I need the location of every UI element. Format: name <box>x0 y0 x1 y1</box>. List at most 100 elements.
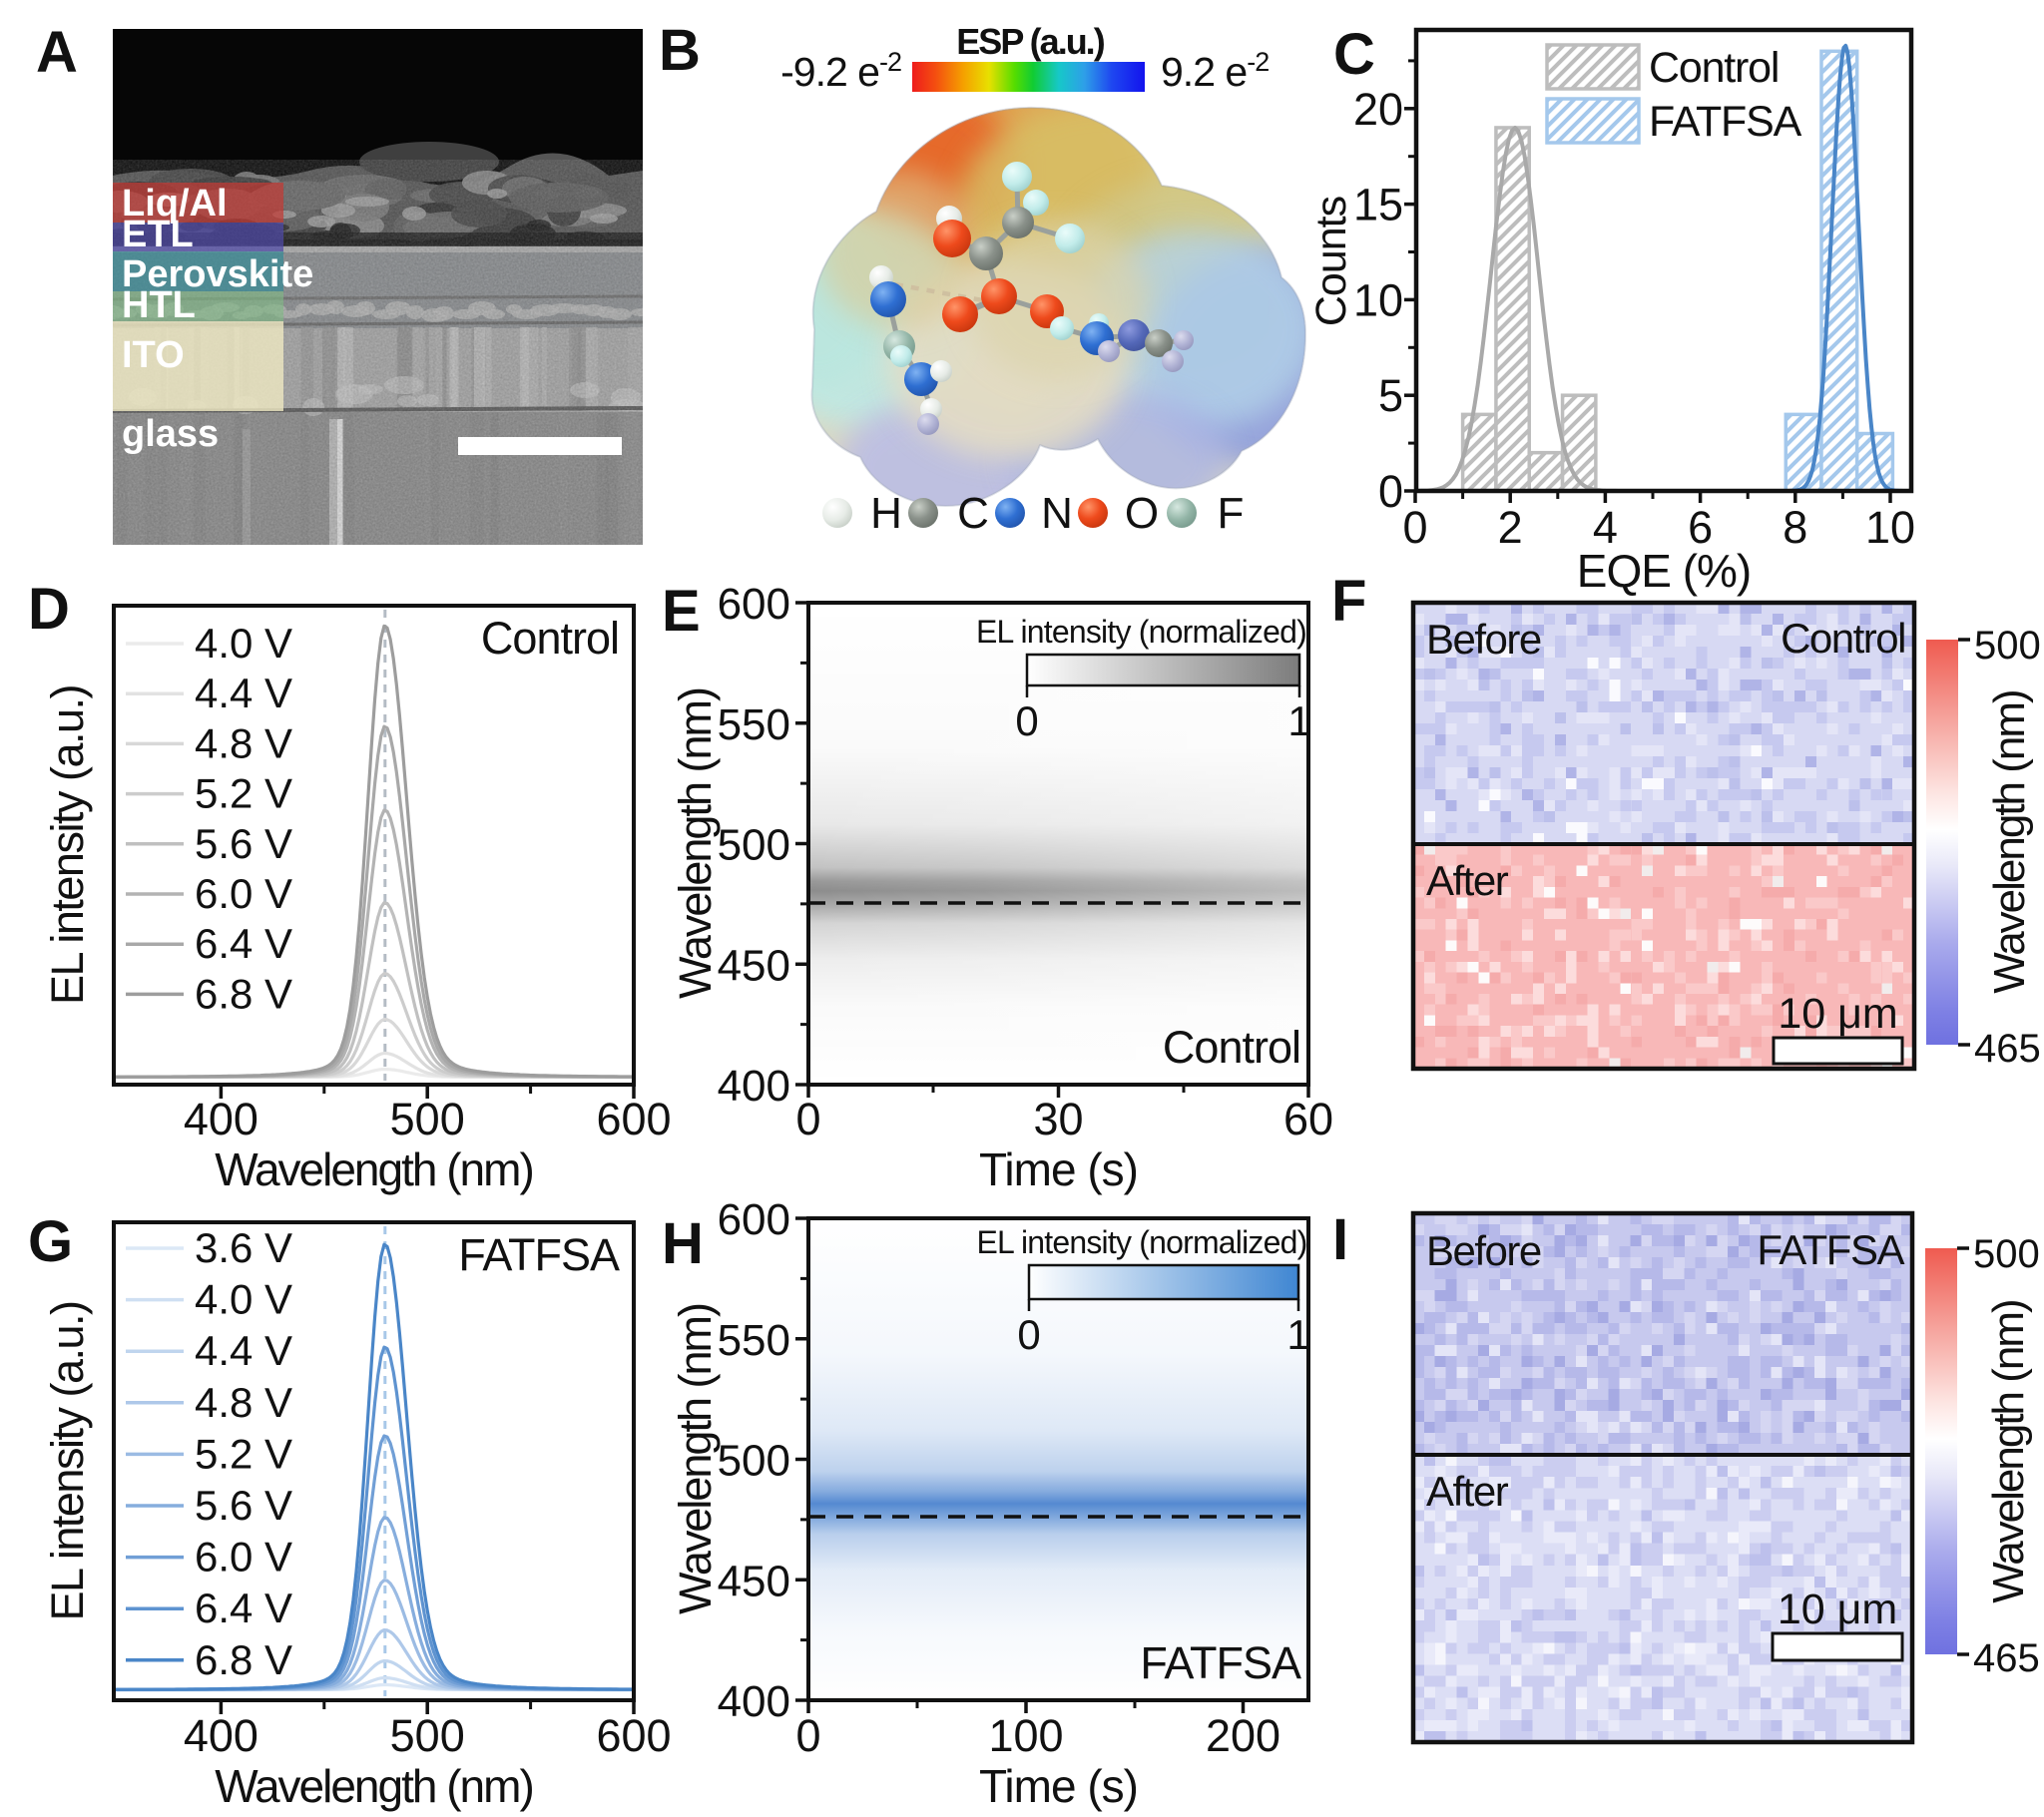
svg-text:H: H <box>870 489 902 538</box>
svg-text:200: 200 <box>1206 1710 1280 1761</box>
svg-text:EL intensity (normalized): EL intensity (normalized) <box>977 1224 1307 1260</box>
svg-text:Wavelength (nm): Wavelength (nm) <box>215 1760 533 1812</box>
svg-text:400: 400 <box>184 1094 258 1144</box>
svg-text:6.8 V: 6.8 V <box>195 970 292 1017</box>
svg-text:5.2 V: 5.2 V <box>195 1430 292 1477</box>
svg-text:4.0 V: 4.0 V <box>195 1276 292 1323</box>
svg-text:Control: Control <box>1163 1022 1300 1073</box>
svg-text:4.8 V: 4.8 V <box>195 719 292 766</box>
svg-text:500: 500 <box>390 1094 465 1144</box>
svg-text:5: 5 <box>1378 370 1403 421</box>
svg-text:6.4 V: 6.4 V <box>195 920 292 967</box>
svg-text:600: 600 <box>596 1094 671 1144</box>
svg-text:400: 400 <box>718 1677 790 1726</box>
svg-text:2: 2 <box>1498 502 1523 553</box>
svg-text:600: 600 <box>718 1195 790 1244</box>
svg-text:Control: Control <box>1649 44 1779 92</box>
svg-text:600: 600 <box>718 580 790 629</box>
svg-text:4.4 V: 4.4 V <box>195 1327 292 1374</box>
svg-text:5.2 V: 5.2 V <box>195 770 292 817</box>
svg-text:Wavelength (nm): Wavelength (nm) <box>670 688 721 999</box>
svg-text:N: N <box>1041 489 1073 538</box>
svg-text:0: 0 <box>1015 697 1038 744</box>
svg-text:EL intensity (a.u.): EL intensity (a.u.) <box>42 1302 93 1621</box>
svg-text:F: F <box>1218 489 1245 538</box>
svg-text:Wavelength (nm): Wavelength (nm) <box>1984 1300 2033 1602</box>
svg-text:0: 0 <box>795 1710 820 1761</box>
svg-text:10: 10 <box>1353 274 1403 325</box>
svg-text:4: 4 <box>1593 502 1618 553</box>
svg-text:Perovskite: Perovskite <box>122 253 313 295</box>
svg-text:Liq/Al: Liq/Al <box>122 183 228 225</box>
svg-text:500: 500 <box>390 1710 465 1761</box>
svg-text:6.0 V: 6.0 V <box>195 1534 292 1581</box>
svg-text:H: H <box>662 1211 704 1276</box>
svg-text:A: A <box>36 20 78 85</box>
svg-text:EQE (%): EQE (%) <box>1577 545 1751 597</box>
svg-text:G: G <box>28 1209 73 1274</box>
svg-text:After: After <box>1426 857 1509 904</box>
svg-text:glass: glass <box>122 413 219 455</box>
svg-text:500: 500 <box>1973 1232 2040 1276</box>
svg-text:1: 1 <box>1286 1311 1309 1358</box>
svg-text:5.6 V: 5.6 V <box>195 820 292 867</box>
svg-text:450: 450 <box>718 941 790 990</box>
svg-text:C: C <box>957 489 989 538</box>
svg-text:500: 500 <box>718 1437 790 1486</box>
svg-text:6.4 V: 6.4 V <box>195 1585 292 1631</box>
svg-text:4.0 V: 4.0 V <box>195 620 292 667</box>
svg-text:C: C <box>1333 22 1375 87</box>
svg-text:Wavelength (nm): Wavelength (nm) <box>215 1143 533 1195</box>
svg-text:ITO: ITO <box>122 334 185 376</box>
svg-text:4.8 V: 4.8 V <box>195 1379 292 1426</box>
svg-text:30: 30 <box>1033 1094 1083 1144</box>
svg-text:Before: Before <box>1426 1227 1541 1274</box>
svg-text:550: 550 <box>718 700 790 749</box>
svg-text:EL intensity (a.u.): EL intensity (a.u.) <box>42 685 93 1005</box>
svg-text:HTL: HTL <box>122 284 196 326</box>
svg-text:10: 10 <box>1865 502 1915 553</box>
svg-text:FATFSA: FATFSA <box>458 1229 620 1280</box>
svg-text:Wavelength (nm): Wavelength (nm) <box>1985 690 2034 993</box>
svg-text:550: 550 <box>718 1316 790 1365</box>
svg-text:465: 465 <box>1974 1027 2041 1071</box>
svg-text:After: After <box>1426 1468 1509 1515</box>
svg-text:400: 400 <box>184 1710 258 1761</box>
svg-text:Wavelength (nm): Wavelength (nm) <box>670 1304 721 1614</box>
svg-text:EL intensity (normalized): EL intensity (normalized) <box>976 614 1306 650</box>
svg-text:3.6 V: 3.6 V <box>195 1224 292 1271</box>
svg-text:10 μm: 10 μm <box>1778 990 1897 1038</box>
svg-text:Control: Control <box>481 613 619 664</box>
svg-text:15: 15 <box>1353 180 1403 230</box>
svg-text:1: 1 <box>1287 697 1310 744</box>
svg-text:0: 0 <box>1378 466 1403 517</box>
svg-text:60: 60 <box>1283 1094 1333 1144</box>
svg-text:E: E <box>662 579 701 644</box>
svg-text:6.0 V: 6.0 V <box>195 870 292 917</box>
svg-text:600: 600 <box>596 1710 671 1761</box>
svg-text:Before: Before <box>1426 616 1541 663</box>
svg-text:ESP (a.u.): ESP (a.u.) <box>956 21 1104 62</box>
svg-text:I: I <box>1332 1207 1348 1272</box>
svg-text:FATFSA: FATFSA <box>1757 1226 1904 1273</box>
svg-text:ETL: ETL <box>122 214 194 255</box>
svg-text:FATFSA: FATFSA <box>1140 1637 1301 1688</box>
svg-text:0: 0 <box>1402 502 1427 553</box>
svg-text:8: 8 <box>1783 502 1807 553</box>
svg-text:6: 6 <box>1688 502 1713 553</box>
svg-text:465: 465 <box>1973 1636 2040 1680</box>
svg-text:Time (s): Time (s) <box>979 1143 1138 1195</box>
svg-text:FATFSA: FATFSA <box>1649 98 1802 146</box>
svg-text:4.4 V: 4.4 V <box>195 670 292 716</box>
svg-text:O: O <box>1125 489 1159 538</box>
svg-text:Time (s): Time (s) <box>979 1760 1138 1812</box>
svg-text:500: 500 <box>1974 624 2041 668</box>
svg-text:0: 0 <box>1017 1311 1040 1358</box>
svg-text:10 μm: 10 μm <box>1778 1586 1897 1633</box>
svg-text:9.2 e-2: 9.2 e-2 <box>1161 47 1269 95</box>
svg-text:100: 100 <box>988 1710 1063 1761</box>
svg-text:6.8 V: 6.8 V <box>195 1636 292 1683</box>
svg-text:450: 450 <box>718 1557 790 1605</box>
svg-text:500: 500 <box>718 821 790 870</box>
svg-text:0: 0 <box>795 1094 820 1144</box>
